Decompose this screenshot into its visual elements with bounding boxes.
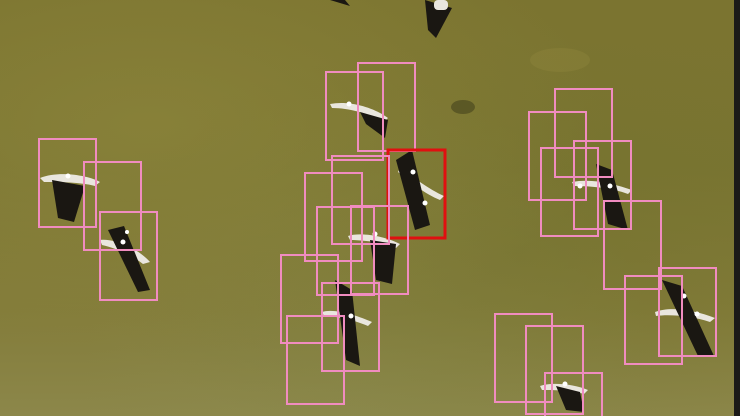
- bird: [100, 226, 150, 292]
- detection-box[interactable]: [544, 372, 603, 416]
- detection-box[interactable]: [304, 172, 363, 262]
- detection-box[interactable]: [528, 111, 587, 201]
- bird: [396, 150, 444, 230]
- bird: [330, 102, 388, 138]
- detection-box[interactable]: [624, 275, 683, 365]
- detection-box[interactable]: [286, 315, 345, 405]
- bird: [655, 280, 715, 356]
- bird: [330, 0, 452, 38]
- detection-box[interactable]: [554, 88, 613, 178]
- detection-box[interactable]: [38, 138, 97, 228]
- detection-box[interactable]: [357, 62, 416, 152]
- bird: [40, 174, 100, 222]
- detection-box[interactable]: [280, 254, 339, 344]
- detection-box[interactable]: [658, 267, 717, 357]
- bird: [572, 164, 632, 230]
- detection-box[interactable]: [316, 206, 375, 296]
- detection-box[interactable]: [99, 211, 158, 301]
- detection-box[interactable]: [525, 325, 584, 415]
- bird: [322, 280, 372, 366]
- ground-patch: [530, 48, 590, 72]
- detection-box[interactable]: [83, 161, 142, 251]
- frame-edge: [734, 0, 740, 416]
- detection-box[interactable]: [573, 140, 632, 230]
- bird: [540, 383, 588, 412]
- detection-box[interactable]: [321, 282, 380, 372]
- detection-box[interactable]: [325, 71, 384, 161]
- detection-box[interactable]: [540, 147, 599, 237]
- detection-box[interactable]: [494, 313, 553, 403]
- detection-box[interactable]: [603, 200, 662, 290]
- detection-box[interactable]: [331, 155, 390, 245]
- ground-patch: [451, 100, 475, 114]
